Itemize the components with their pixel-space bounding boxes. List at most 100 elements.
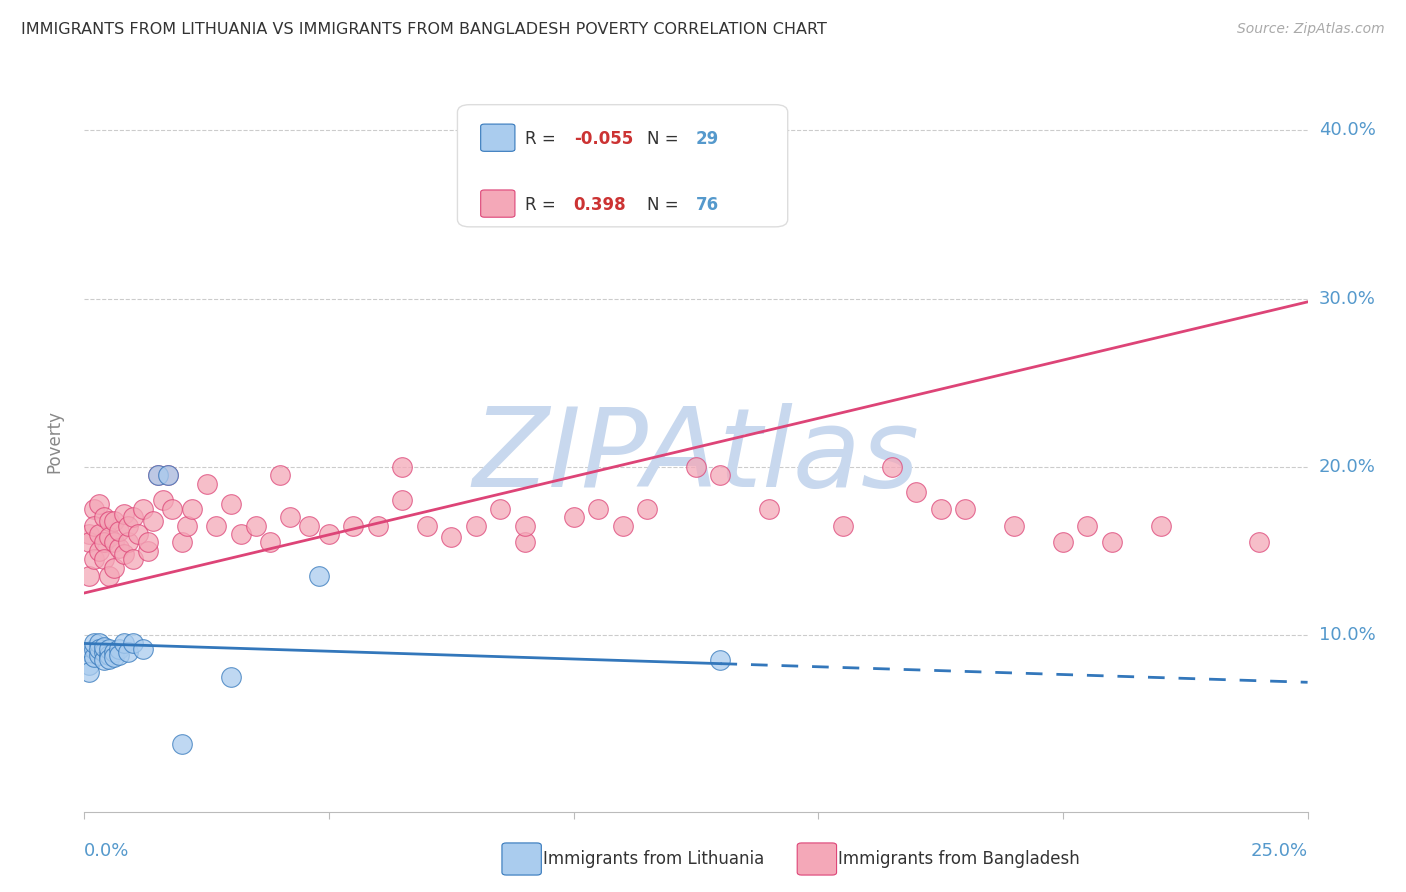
Point (97, 531, 120, 545)
Point (103, 645, 125, 659)
Point (107, 641, 129, 656)
Point (245, 518, 267, 533)
Point (93, 640, 115, 654)
Point (709, 653, 731, 667)
Point (259, 535, 281, 549)
Point (146, 468, 169, 483)
Point (97, 648, 120, 663)
Point (172, 535, 194, 549)
Point (636, 501, 658, 516)
Point (612, 518, 634, 533)
Point (77, 665, 100, 679)
Point (117, 535, 139, 549)
Point (132, 641, 155, 656)
Text: 76: 76 (696, 195, 718, 213)
Point (142, 514, 165, 528)
Point (298, 518, 321, 533)
Point (112, 547, 135, 561)
Text: 10.0%: 10.0% (1319, 626, 1375, 644)
Point (87, 636, 110, 650)
Point (93, 552, 115, 566)
Point (87, 641, 110, 656)
Point (905, 485, 928, 500)
Point (229, 527, 252, 541)
Point (831, 518, 853, 533)
Point (219, 670, 242, 684)
Point (146, 468, 169, 483)
FancyBboxPatch shape (481, 124, 515, 152)
Point (83, 501, 105, 516)
Point (87, 648, 110, 663)
Point (103, 535, 125, 549)
Point (87, 527, 110, 541)
Point (77, 535, 100, 549)
Point (269, 468, 291, 483)
Point (416, 518, 439, 533)
Point (1002, 518, 1025, 533)
Point (77, 527, 100, 541)
Text: 40.0%: 40.0% (1319, 121, 1375, 139)
Point (1052, 535, 1074, 549)
Point (513, 518, 536, 533)
Point (176, 518, 198, 533)
Point (709, 468, 731, 483)
Point (97, 641, 120, 656)
Point (93, 653, 115, 667)
Point (440, 531, 463, 545)
Point (112, 507, 135, 521)
Point (93, 535, 115, 549)
Point (685, 459, 707, 474)
Point (586, 501, 609, 516)
Text: 20.0%: 20.0% (1319, 458, 1375, 475)
Point (1101, 535, 1123, 549)
Text: N =: N = (647, 129, 683, 148)
Text: 0.0%: 0.0% (84, 842, 129, 860)
Text: Source: ZipAtlas.com: Source: ZipAtlas.com (1237, 22, 1385, 37)
Point (1247, 535, 1270, 549)
Point (152, 493, 174, 508)
Y-axis label: Poverty: Poverty (45, 410, 63, 473)
Text: -0.055: -0.055 (574, 129, 633, 148)
Point (318, 527, 340, 541)
FancyBboxPatch shape (457, 104, 787, 227)
Point (1150, 518, 1173, 533)
Text: ZIPAtlas: ZIPAtlas (472, 403, 920, 510)
Point (367, 518, 389, 533)
Point (132, 501, 155, 516)
Point (117, 645, 139, 659)
Point (156, 468, 179, 483)
Point (103, 514, 125, 528)
Point (107, 524, 129, 538)
Point (103, 560, 125, 574)
Point (136, 535, 159, 549)
Point (77, 569, 100, 583)
Point (172, 738, 194, 752)
Point (136, 544, 159, 558)
Text: Immigrants from Bangladesh: Immigrants from Bangladesh (838, 850, 1080, 868)
Point (562, 510, 585, 524)
Point (83, 552, 105, 566)
Point (103, 649, 125, 664)
Point (219, 497, 242, 511)
Point (83, 636, 105, 650)
Point (489, 501, 512, 516)
Point (77, 658, 100, 673)
Point (112, 636, 135, 650)
Point (391, 493, 413, 508)
Point (83, 649, 105, 664)
Text: Immigrants from Lithuania: Immigrants from Lithuania (543, 850, 763, 868)
Point (122, 510, 145, 524)
Point (953, 501, 976, 516)
Point (278, 510, 301, 524)
Point (464, 518, 486, 533)
Point (195, 476, 218, 491)
Text: R =: R = (524, 129, 561, 148)
Point (87, 544, 110, 558)
Point (107, 541, 129, 555)
Text: 0.398: 0.398 (574, 195, 626, 213)
Point (122, 552, 145, 566)
Text: R =: R = (524, 195, 561, 213)
Point (107, 648, 129, 663)
Point (97, 514, 120, 528)
Point (758, 501, 780, 516)
